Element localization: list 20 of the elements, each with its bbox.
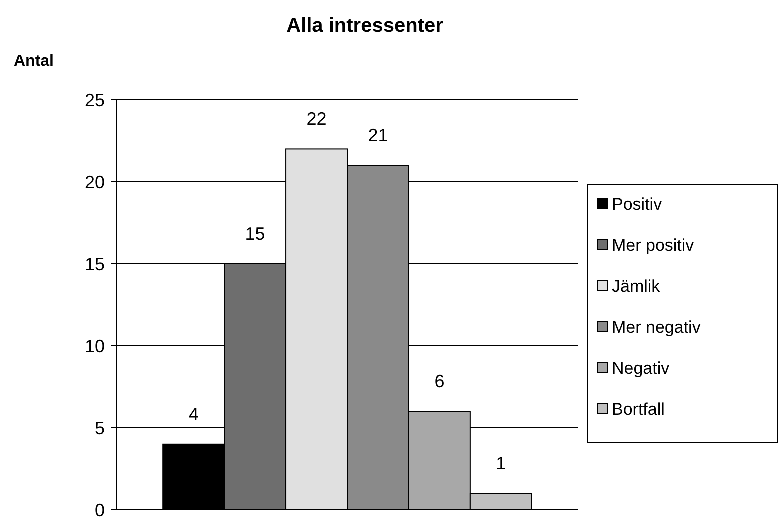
data-label: 21 xyxy=(368,126,388,146)
legend-label: Jämlik xyxy=(612,276,661,296)
y-tick-label: 5 xyxy=(94,418,105,438)
y-tick-label: 25 xyxy=(84,90,105,110)
data-label: 1 xyxy=(496,454,506,474)
legend-label: Mer negativ xyxy=(612,318,702,337)
y-tick-label: 0 xyxy=(94,500,105,517)
chart-title: Alla intressenter xyxy=(286,15,444,37)
y-axis-title: Antal xyxy=(14,53,54,70)
legend-label: Bortfall xyxy=(612,400,665,419)
y-tick-label: 10 xyxy=(84,336,105,356)
legend-label: Negativ xyxy=(612,358,670,378)
legend-label: Positiv xyxy=(612,194,663,214)
data-label: 4 xyxy=(188,404,199,424)
data-label: 22 xyxy=(306,109,327,130)
y-tick-label: 15 xyxy=(84,254,105,274)
data-label: 6 xyxy=(434,372,445,392)
y-tick-label: 20 xyxy=(84,172,105,192)
data-label: 15 xyxy=(245,224,266,244)
legend-label: Mer positiv xyxy=(612,236,695,255)
